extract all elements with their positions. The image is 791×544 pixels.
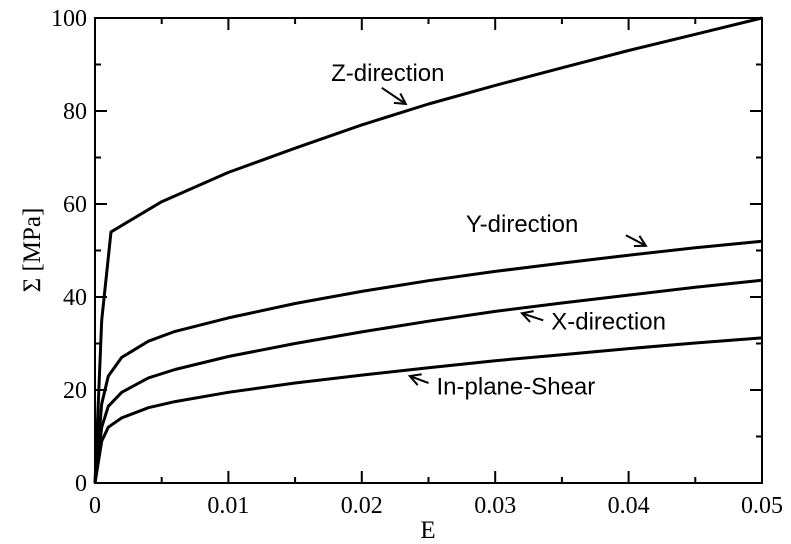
y-tick-label: 60: [63, 192, 87, 218]
y-tick-label: 100: [51, 6, 87, 32]
series-line-y-direction: [93, 239, 763, 484]
series-line-in-plane-shear: [93, 336, 763, 484]
x-axis-title: E: [420, 517, 435, 544]
series-lines: [93, 16, 763, 484]
x-tick-label: 0.04: [608, 493, 650, 519]
x-tick-label: 0.01: [207, 493, 249, 519]
annotation-arrow-x-direction: [519, 310, 544, 323]
x-tick-labels: 0 0.01 0.02 0.03 0.04 0.05: [89, 493, 783, 519]
x-tick-label: 0: [89, 493, 101, 519]
annotation-in-plane-shear: In-plane-Shear: [437, 374, 596, 401]
x-tick-label: 0.05: [741, 493, 783, 519]
y-tick-label: 80: [63, 99, 87, 125]
annotation-z-direction: Z-direction: [331, 60, 444, 87]
axis-ticks: [94, 17, 763, 484]
annotation-arrow-in-plane-shear: [407, 373, 429, 386]
annotation-arrow-y-direction: [625, 234, 648, 247]
annotation-arrow-z-direction: [381, 86, 408, 106]
annotation-arrows: [381, 86, 648, 386]
y-axis-title: Σ [MPa]: [19, 208, 46, 293]
y-tick-label: 0: [75, 471, 87, 497]
y-tick-label: 20: [63, 378, 87, 404]
x-tick-label: 0.02: [341, 493, 383, 519]
y-tick-label: 40: [63, 285, 87, 311]
series-line-z-direction: [93, 16, 763, 484]
annotation-y-direction: Y-direction: [466, 211, 579, 238]
series-line-x-direction: [93, 278, 763, 484]
annotation-x-direction: X-direction: [551, 309, 666, 336]
x-tick-label: 0.03: [474, 493, 516, 519]
y-tick-labels: 0 20 40 60 80 100: [51, 6, 87, 497]
annotation-labels: Z-direction Y-direction X-direction In-plan…: [331, 60, 666, 401]
